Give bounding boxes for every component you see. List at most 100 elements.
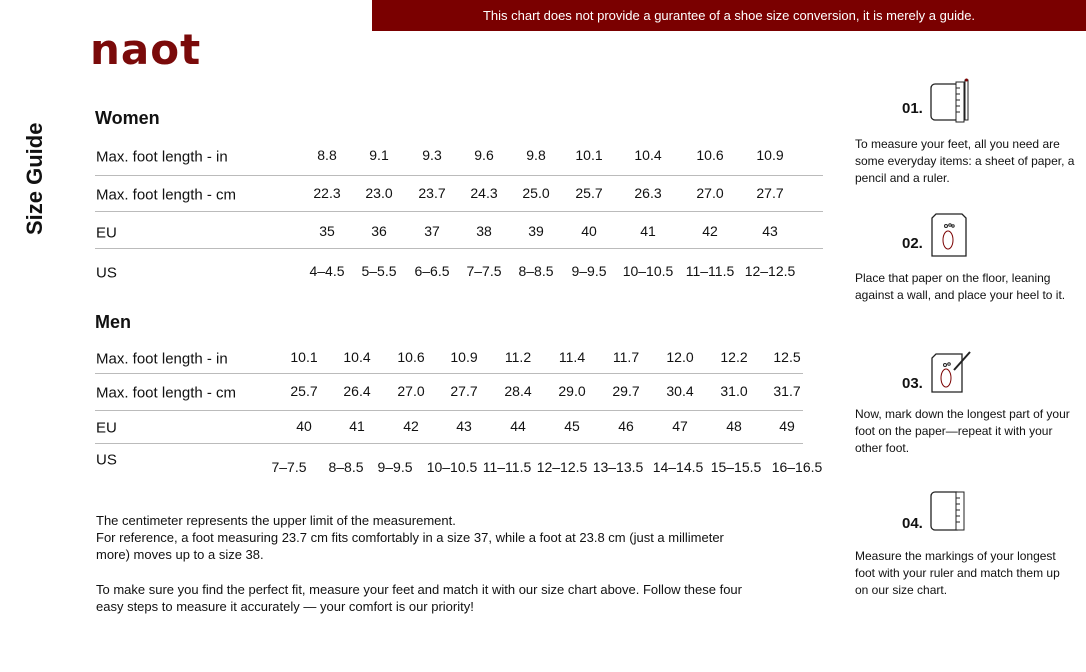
step-text: Measure the markings of your longest foo…	[855, 549, 1060, 597]
table-cell: 22.3	[313, 185, 341, 201]
table-cell: 27.0	[696, 185, 724, 201]
row-divider	[95, 175, 823, 176]
table-cell: 9.1	[369, 147, 389, 163]
table-cell: 38	[476, 223, 492, 239]
table-cell: 12.5	[773, 349, 801, 365]
paper-foot-pencil-icon	[930, 350, 972, 401]
paper-foot-icon	[930, 212, 972, 263]
table-cell: 8.8	[317, 147, 337, 163]
table-cell: 11.4	[558, 349, 586, 365]
table-cell: 31.0	[720, 383, 748, 399]
table-cell: 10.1	[575, 147, 603, 163]
table-cell: 39	[528, 223, 544, 239]
disclaimer-banner: This chart does not provide a gurantee o…	[372, 0, 1086, 31]
table-cell: 48	[726, 418, 742, 434]
step-number: 01.	[902, 100, 923, 117]
table-cell: 42	[403, 418, 419, 434]
table-cell: 40	[296, 418, 312, 434]
row-label: EU	[96, 419, 117, 437]
table-cell: 27.7	[756, 185, 784, 201]
page-title: Size Guide	[22, 122, 47, 235]
table-cell: 11.2	[504, 349, 532, 365]
women-heading: Women	[95, 108, 160, 128]
table-cell: 28.4	[504, 383, 532, 399]
table-cell: 31.7	[773, 383, 801, 399]
table-cell: 30.4	[666, 383, 694, 399]
table-cell: 43	[762, 223, 778, 239]
table-cell: 4–4.5	[309, 263, 345, 279]
step-number: 02.	[902, 235, 923, 252]
table-cell: 23.7	[418, 185, 446, 201]
table-cell: 45	[564, 418, 580, 434]
table-cell: 29.0	[558, 383, 586, 399]
table-cell: 25.7	[575, 185, 603, 201]
step-number: 04.	[902, 515, 923, 532]
table-cell: 36	[371, 223, 387, 239]
table-cell: 13–13.5	[592, 459, 644, 475]
table-cell: 42	[702, 223, 718, 239]
table-cell: 10–10.5	[622, 263, 674, 279]
row-label: Max. foot length - cm	[96, 186, 237, 204]
table-cell: 37	[424, 223, 440, 239]
table-cell: 8–8.5	[518, 263, 554, 279]
row-label: US	[96, 451, 117, 469]
table-cell: 11–11.5	[685, 263, 735, 279]
table-cell: 47	[672, 418, 688, 434]
table-cell: 29.7	[612, 383, 640, 399]
table-cell: 40	[581, 223, 597, 239]
table-cell: 24.3	[470, 185, 498, 201]
row-divider	[95, 248, 823, 249]
table-cell: 41	[640, 223, 656, 239]
table-cell: 43	[456, 418, 472, 434]
table-cell: 41	[349, 418, 365, 434]
table-cell: 10.4	[634, 147, 662, 163]
table-cell: 10.9	[450, 349, 478, 365]
row-divider	[95, 373, 803, 374]
table-cell: 6–6.5	[414, 263, 450, 279]
table-cell: 14–14.5	[652, 459, 704, 475]
table-cell: 25.0	[522, 185, 550, 201]
row-label: Max. foot length - in	[96, 148, 228, 166]
note-fit: To make sure you find the perfect fit, m…	[96, 582, 742, 614]
table-cell: 44	[510, 418, 526, 434]
table-cell: 23.0	[365, 185, 393, 201]
table-cell: 8–8.5	[328, 459, 364, 475]
table-cell: 10.4	[343, 349, 371, 365]
table-cell: 7–7.5	[271, 459, 307, 475]
row-label: Max. foot length - cm	[96, 384, 237, 402]
table-cell: 10.6	[397, 349, 425, 365]
table-cell: 9.3	[422, 147, 442, 163]
table-cell: 5–5.5	[361, 263, 397, 279]
table-cell: 12–12.5	[744, 263, 796, 279]
step-text: To measure your feet, all you need are s…	[855, 137, 1075, 185]
row-label: Max. foot length - in	[96, 350, 228, 368]
table-cell: 9–9.5	[377, 459, 413, 475]
row-divider	[95, 410, 803, 411]
table-cell: 26.4	[343, 383, 371, 399]
step-number: 03.	[902, 375, 923, 392]
table-cell: 9.6	[474, 147, 494, 163]
table-cell: 7–7.5	[466, 263, 502, 279]
note-measurement: The centimeter represents the upper limi…	[96, 513, 724, 562]
table-cell: 16–16.5	[771, 459, 823, 475]
row-label: EU	[96, 224, 117, 242]
naot-logo: naot	[90, 25, 202, 74]
table-cell: 49	[779, 418, 795, 434]
paper-ruler-pencil-icon	[930, 78, 972, 129]
table-cell: 10.6	[696, 147, 724, 163]
table-cell: 12.0	[666, 349, 694, 365]
men-heading: Men	[95, 312, 131, 332]
table-cell: 12.2	[720, 349, 748, 365]
table-cell: 11–11.5	[482, 459, 532, 475]
row-label: US	[96, 264, 117, 282]
table-cell: 10–10.5	[426, 459, 478, 475]
table-cell: 15–15.5	[710, 459, 762, 475]
row-divider	[95, 443, 803, 444]
table-cell: 9.8	[526, 147, 546, 163]
table-cell: 10.1	[290, 349, 318, 365]
table-cell: 25.7	[290, 383, 318, 399]
table-cell: 12–12.5	[536, 459, 588, 475]
table-cell: 11.7	[612, 349, 640, 365]
step-text: Place that paper on the floor, leaning a…	[855, 271, 1066, 302]
table-cell: 35	[319, 223, 335, 239]
